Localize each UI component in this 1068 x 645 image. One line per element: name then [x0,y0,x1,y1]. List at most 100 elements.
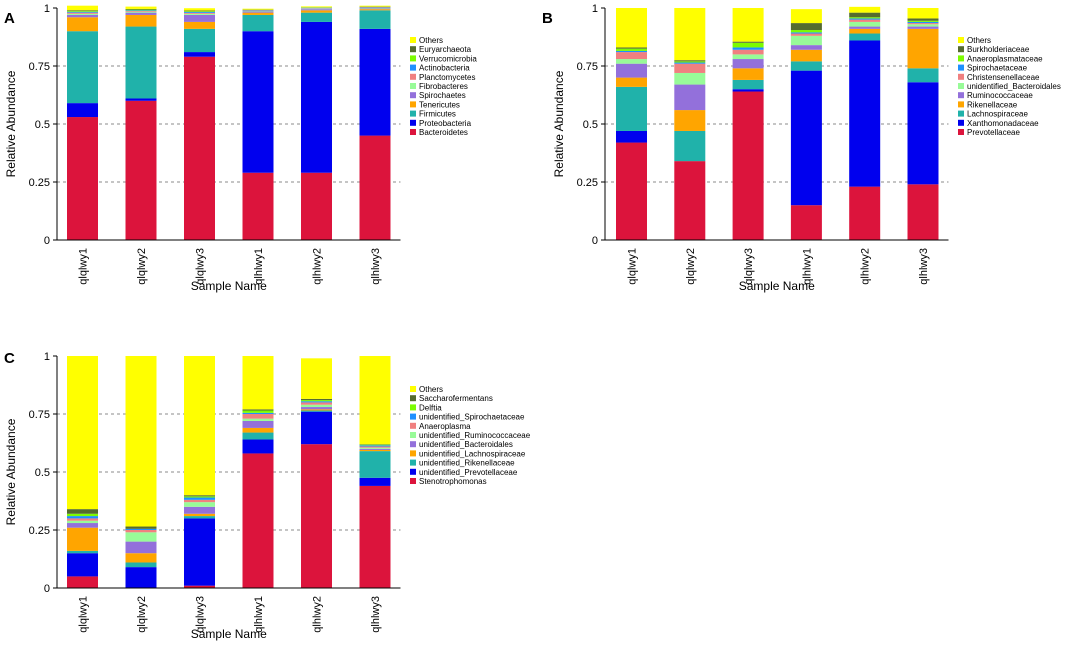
bar-segment [184,8,215,11]
bar-segment [242,8,274,10]
bar-segment [849,186,881,240]
bar-segment [125,100,157,240]
bar-segment [616,142,647,240]
legend-swatch [410,395,416,402]
x-tick-label: qlhlwy2 [312,248,324,285]
bar-segment [907,23,939,25]
y-tick-label: 0 [44,235,50,247]
legend-entry: Others [419,385,443,394]
legend-swatch [958,110,964,117]
x-tick-label: qlhlwy1 [801,248,813,285]
bar-segment [616,63,647,78]
bar-segment [732,59,764,69]
bar-segment [732,47,764,50]
bar-segment [359,5,391,7]
legend-entry: Fibrobacteres [419,82,468,91]
x-tick-label: qlqlwy1 [78,248,90,285]
bar-segment [616,130,647,143]
bar-segment [790,61,822,71]
x-tick-label: qlhlwy3 [370,596,382,633]
bar-segment [125,528,157,530]
bar-segment [359,477,391,486]
bar-segment [790,35,822,46]
bar-segment [674,84,706,111]
bar-segment [674,63,706,73]
legend-swatch [410,55,416,62]
bar-segment [67,31,98,104]
bar-segment [242,14,274,32]
y-tick-label: 0.75 [577,61,598,73]
bar-segment [359,451,391,478]
bar-segment [242,31,274,173]
bar-segment [907,24,939,27]
legend-entry: unidentified_Spirochaetaceae [419,413,525,422]
bar-segment [67,516,98,519]
bar-segment [616,50,647,53]
legend-entry: Delftia [419,403,442,412]
x-tick-label: qlqlwy1 [78,596,90,633]
bar-segment [732,54,764,60]
bar-segment [790,33,822,36]
bar-segment [790,205,822,240]
y-tick-label: 0.25 [29,177,50,189]
bar-segment [125,356,157,527]
bar-segment [242,11,274,13]
bar-segment [242,356,274,410]
bar-segment [125,12,157,15]
x-axis-title: Sample Name [191,627,267,641]
legend-swatch [958,37,964,43]
legend-swatch [958,64,964,71]
bar-segment [125,567,157,588]
bar-segment [67,520,98,524]
bar-segment [242,414,274,419]
bar-segment [301,407,332,410]
bar-segment [359,445,391,447]
legend-entry: Christensenellaceae [967,73,1040,82]
bar-segment [301,21,332,173]
bar-segment [67,11,98,12]
legend-entry: Ruminococcaceae [967,91,1033,100]
bar-segment [184,499,215,503]
bar-segment [184,356,215,496]
legend-swatch [410,92,416,99]
bar-segment [184,585,215,588]
legend-swatch [410,459,416,466]
legend-entry: Tenericutes [419,100,460,109]
x-tick-label: qlqlwy2 [136,248,148,285]
bar-segment [301,400,332,402]
bar-segment [849,6,881,13]
bar-segment [184,13,215,15]
legend-swatch [410,119,416,126]
bar-segment [907,82,939,185]
bar-segment [301,358,332,399]
bar-segment [359,356,391,445]
bar-segment [125,14,157,27]
bar-segment [359,444,391,446]
legend-swatch [410,37,416,43]
bar-segment [125,26,157,99]
bar-segment [907,184,939,240]
bar-segment [732,68,764,80]
legend-swatch [410,83,416,89]
bar-segment [301,444,332,588]
legend-entry: Others [419,36,443,45]
panel-label: B [542,10,553,27]
bar-segment [184,21,215,29]
bar-segment [732,79,764,90]
legend-swatch [410,73,416,80]
x-tick-label: qlhlwy3 [370,248,382,285]
bar-segment [242,409,274,411]
y-tick-label: 1 [592,3,598,15]
bar-segment [184,518,215,586]
bar-segment [849,33,881,41]
legend-entry: Euryarchaeota [419,45,472,54]
bar-segment [790,45,822,50]
bar-segment [674,161,706,240]
legend-entry: Bacteroidetes [419,128,468,137]
bar-segment [616,52,647,60]
legend-entry: Proteobacteria [419,119,472,128]
y-axis-title: Relative Abundance [552,70,566,177]
bar-segment [849,17,881,19]
y-tick-label: 0.25 [29,525,50,537]
